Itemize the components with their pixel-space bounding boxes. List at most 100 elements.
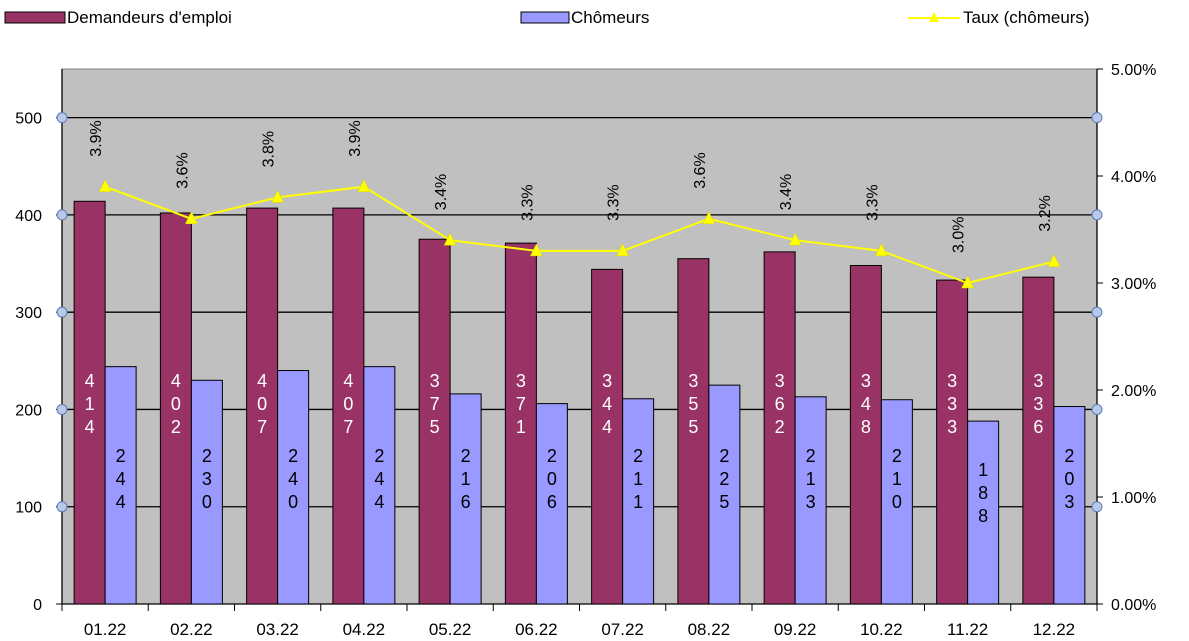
- axis-marker: [56, 306, 68, 318]
- x-tick-label: 07.22: [601, 620, 644, 639]
- data-label-chomeurs-digit: 0: [202, 492, 212, 512]
- rate-point: [702, 211, 716, 225]
- bar-chomeurs: [277, 370, 310, 605]
- x-tick-label: 04.22: [343, 620, 386, 639]
- axis-marker: [56, 112, 68, 124]
- data-label-demandeurs-digit: 3: [861, 371, 871, 391]
- axis-marker: [1091, 209, 1103, 221]
- rate-data-label: 3.6%: [692, 152, 709, 188]
- data-label-demandeurs-digit: 8: [861, 417, 871, 437]
- data-label-chomeurs-digit: 1: [892, 469, 902, 489]
- data-label-chomeurs-digit: 2: [374, 446, 384, 466]
- bar-chomeurs: [622, 398, 655, 605]
- data-label-chomeurs-digit: 3: [202, 469, 212, 489]
- data-label-demandeurs-digit: 4: [602, 417, 612, 437]
- legend-swatch-chomeurs: [520, 11, 570, 24]
- data-label-demandeurs-digit: 4: [602, 394, 612, 414]
- bar-demandeurs: [246, 207, 279, 605]
- y-left-tick-label: 100: [15, 500, 42, 517]
- data-label-demandeurs-digit: 6: [1033, 417, 1043, 437]
- bar-demandeurs: [418, 238, 451, 605]
- rate-data-label: 3.2%: [1037, 195, 1054, 231]
- data-label-demandeurs-digit: 0: [171, 394, 181, 414]
- bar-demandeurs: [591, 268, 624, 605]
- plot-area: [61, 68, 1098, 605]
- rate-point: [616, 243, 630, 257]
- data-label-chomeurs-digit: 0: [547, 469, 557, 489]
- data-label-chomeurs-digit: 1: [806, 469, 816, 489]
- rate-point: [357, 179, 371, 192]
- rate-data-label: 3.0%: [951, 217, 968, 253]
- data-label-demandeurs-digit: 6: [775, 394, 785, 414]
- bar-demandeurs: [763, 251, 796, 605]
- x-tick-label: 10.22: [860, 620, 903, 639]
- bar-demandeurs: [849, 264, 882, 605]
- data-label-demandeurs-digit: 5: [688, 394, 698, 414]
- axis-marker: [56, 403, 68, 415]
- rate-point: [1047, 254, 1061, 267]
- data-label-chomeurs-digit: 0: [1064, 469, 1074, 489]
- data-label-chomeurs-digit: 2: [116, 446, 126, 466]
- data-label-chomeurs-digit: 5: [719, 492, 729, 512]
- data-label-demandeurs-digit: 4: [85, 371, 95, 391]
- bar-demandeurs: [677, 258, 710, 605]
- data-label-demandeurs-digit: 2: [775, 417, 785, 437]
- data-label-chomeurs-digit: 1: [633, 492, 643, 512]
- data-label-chomeurs-digit: 4: [374, 469, 384, 489]
- data-label-demandeurs-digit: 5: [430, 417, 440, 437]
- data-label-chomeurs-digit: 6: [461, 492, 471, 512]
- bar-chomeurs: [363, 366, 396, 605]
- data-label-chomeurs-digit: 4: [116, 492, 126, 512]
- y-left-tick-label: 400: [15, 208, 42, 225]
- data-label-demandeurs-digit: 0: [343, 394, 353, 414]
- rate-point: [529, 243, 543, 257]
- data-label-demandeurs-digit: 3: [1033, 371, 1043, 391]
- rate-data-label: 3.9%: [88, 120, 105, 156]
- x-tick-label: 02.22: [170, 620, 213, 639]
- bar-demandeurs: [936, 279, 969, 605]
- data-label-chomeurs-digit: 4: [116, 469, 126, 489]
- legend-label-taux: Taux (chômeurs): [963, 8, 1090, 27]
- y-right-tick-label: 0.00%: [1111, 597, 1156, 614]
- legend-marker-taux: [929, 12, 939, 22]
- axis-marker: [56, 501, 68, 513]
- data-label-demandeurs-digit: 3: [1033, 394, 1043, 414]
- data-label-chomeurs-digit: 8: [978, 483, 988, 503]
- data-label-chomeurs-digit: 8: [978, 506, 988, 526]
- x-tick-label: 12.22: [1033, 620, 1076, 639]
- rate-point: [874, 243, 888, 257]
- axis-marker: [56, 209, 68, 221]
- data-label-chomeurs-digit: 2: [547, 446, 557, 466]
- data-label-chomeurs-digit: 4: [374, 492, 384, 512]
- data-label-chomeurs-digit: 2: [202, 446, 212, 466]
- data-label-chomeurs-digit: 2: [892, 446, 902, 466]
- y-left-tick-label: 300: [15, 305, 42, 322]
- y-right-tick-label: 1.00%: [1111, 490, 1156, 507]
- bar-chomeurs: [535, 403, 568, 605]
- y-right-tick-label: 5.00%: [1111, 62, 1156, 79]
- data-label-chomeurs-digit: 2: [1064, 446, 1074, 466]
- y-right-tick-label: 2.00%: [1111, 383, 1156, 400]
- data-label-chomeurs-digit: 0: [288, 492, 298, 512]
- data-label-chomeurs-digit: 2: [288, 446, 298, 466]
- data-label-chomeurs-digit: 0: [892, 492, 902, 512]
- data-label-chomeurs-digit: 1: [633, 469, 643, 489]
- bar-chomeurs: [708, 384, 741, 605]
- data-label-chomeurs-digit: 2: [633, 446, 643, 466]
- data-label-chomeurs-digit: 2: [806, 446, 816, 466]
- bar-demandeurs: [1022, 276, 1055, 605]
- rate-point: [271, 189, 285, 203]
- data-label-demandeurs-digit: 4: [343, 371, 353, 391]
- data-label-demandeurs-digit: 4: [85, 417, 95, 437]
- data-label-chomeurs-digit: 4: [288, 469, 298, 489]
- data-label-demandeurs-digit: 3: [602, 371, 612, 391]
- y-left-tick-label: 0: [33, 597, 42, 614]
- data-label-demandeurs-digit: 7: [516, 394, 526, 414]
- axis-marker: [1091, 501, 1103, 513]
- bar-chomeurs: [1053, 406, 1086, 605]
- legend-label-demandeurs: Demandeurs d'emploi: [67, 8, 232, 27]
- x-tick-label: 08.22: [688, 620, 731, 639]
- bar-chomeurs: [794, 396, 827, 605]
- data-label-demandeurs-digit: 3: [947, 394, 957, 414]
